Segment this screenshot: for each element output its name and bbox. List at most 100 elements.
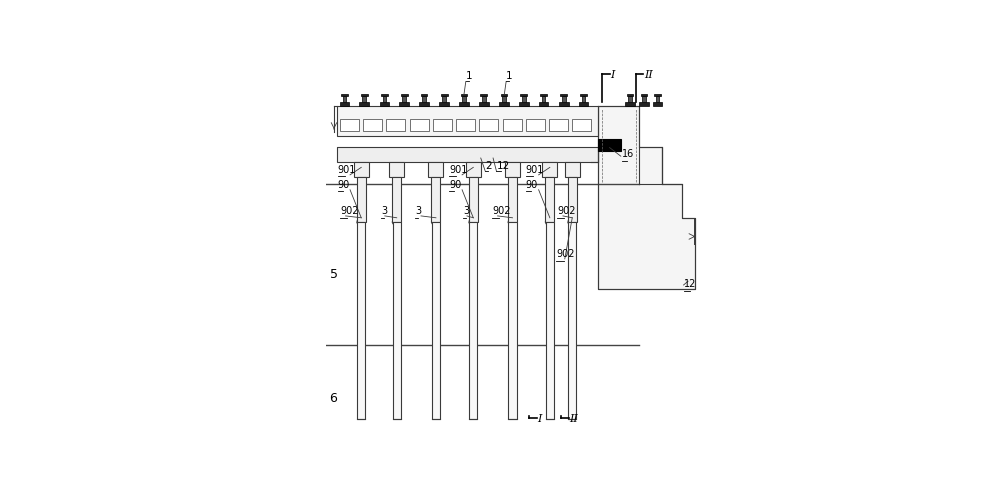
Bar bbox=[410, 120, 429, 132]
Bar bbox=[598, 140, 621, 151]
Bar bbox=[386, 120, 405, 132]
Bar bbox=[461, 94, 467, 97]
Text: 90: 90 bbox=[526, 179, 538, 189]
Bar bbox=[568, 177, 577, 222]
Bar bbox=[389, 163, 404, 177]
Bar bbox=[439, 103, 449, 106]
Text: 1: 1 bbox=[466, 71, 472, 81]
Bar bbox=[359, 103, 369, 106]
Bar bbox=[539, 103, 548, 106]
Bar bbox=[572, 120, 591, 132]
Bar bbox=[428, 163, 443, 177]
Bar bbox=[480, 94, 487, 97]
Text: 1: 1 bbox=[506, 71, 513, 81]
Bar bbox=[479, 120, 498, 132]
Bar bbox=[343, 97, 346, 103]
Bar bbox=[540, 94, 547, 97]
Text: 2: 2 bbox=[485, 161, 492, 171]
Bar bbox=[441, 94, 448, 97]
Bar bbox=[432, 222, 440, 420]
Bar bbox=[337, 148, 598, 163]
Text: 5: 5 bbox=[330, 268, 338, 281]
Bar bbox=[639, 103, 649, 106]
Bar bbox=[641, 94, 647, 97]
Bar bbox=[399, 103, 409, 106]
Bar bbox=[392, 177, 401, 222]
Bar bbox=[462, 97, 466, 103]
Text: 902: 902 bbox=[556, 249, 575, 258]
Bar bbox=[568, 222, 576, 420]
Bar bbox=[499, 103, 509, 106]
Bar bbox=[340, 103, 349, 106]
Bar bbox=[482, 97, 486, 103]
Bar bbox=[362, 97, 366, 103]
Bar bbox=[522, 97, 526, 103]
Text: 902: 902 bbox=[340, 206, 358, 216]
Text: 16: 16 bbox=[622, 149, 634, 159]
Text: 3: 3 bbox=[415, 206, 422, 216]
Bar bbox=[421, 94, 427, 97]
Text: 901: 901 bbox=[449, 165, 467, 174]
Bar bbox=[469, 177, 478, 222]
Bar bbox=[381, 94, 388, 97]
Bar bbox=[579, 103, 588, 106]
Bar bbox=[469, 222, 477, 420]
Bar bbox=[582, 97, 585, 103]
Polygon shape bbox=[598, 106, 695, 289]
Bar bbox=[654, 94, 661, 97]
Bar bbox=[459, 103, 469, 106]
Bar bbox=[562, 97, 566, 103]
Text: 90: 90 bbox=[449, 179, 461, 189]
Bar bbox=[419, 103, 429, 106]
Bar bbox=[383, 97, 386, 103]
Bar bbox=[520, 94, 527, 97]
Bar bbox=[357, 222, 365, 420]
Bar bbox=[401, 94, 408, 97]
Bar bbox=[431, 177, 440, 222]
Bar bbox=[337, 106, 598, 136]
Text: 902: 902 bbox=[557, 206, 576, 216]
Bar bbox=[653, 103, 662, 106]
Bar bbox=[580, 94, 587, 97]
Bar bbox=[380, 103, 389, 106]
Text: II: II bbox=[644, 70, 653, 80]
Text: I: I bbox=[538, 413, 542, 423]
Bar bbox=[502, 97, 506, 103]
Text: 902: 902 bbox=[492, 206, 510, 216]
Text: 90: 90 bbox=[338, 179, 350, 189]
Text: I: I bbox=[610, 70, 615, 80]
Text: 3: 3 bbox=[463, 206, 469, 216]
Bar bbox=[466, 163, 481, 177]
Bar bbox=[354, 163, 369, 177]
Text: 901: 901 bbox=[526, 165, 544, 174]
Bar bbox=[526, 120, 545, 132]
Bar bbox=[627, 94, 633, 97]
Bar bbox=[501, 94, 507, 97]
Bar bbox=[402, 97, 406, 103]
Bar bbox=[361, 94, 368, 97]
Bar bbox=[503, 120, 522, 132]
Bar bbox=[642, 97, 646, 103]
Bar bbox=[341, 94, 348, 97]
Bar bbox=[508, 222, 517, 420]
Bar bbox=[546, 222, 554, 420]
Text: 3: 3 bbox=[381, 206, 387, 216]
Text: 12: 12 bbox=[684, 278, 697, 288]
Bar bbox=[545, 177, 554, 222]
Bar bbox=[508, 177, 517, 222]
Bar bbox=[549, 120, 568, 132]
Bar bbox=[340, 120, 359, 132]
Bar bbox=[565, 163, 580, 177]
Bar bbox=[656, 97, 659, 103]
Text: 901: 901 bbox=[338, 165, 356, 174]
Bar bbox=[559, 103, 569, 106]
Bar bbox=[542, 97, 545, 103]
Bar bbox=[357, 177, 366, 222]
Bar bbox=[456, 120, 475, 132]
Bar bbox=[560, 94, 567, 97]
Bar bbox=[393, 222, 401, 420]
Bar bbox=[433, 120, 452, 132]
Text: 6: 6 bbox=[330, 391, 337, 404]
Bar bbox=[505, 163, 520, 177]
Bar bbox=[363, 120, 382, 132]
